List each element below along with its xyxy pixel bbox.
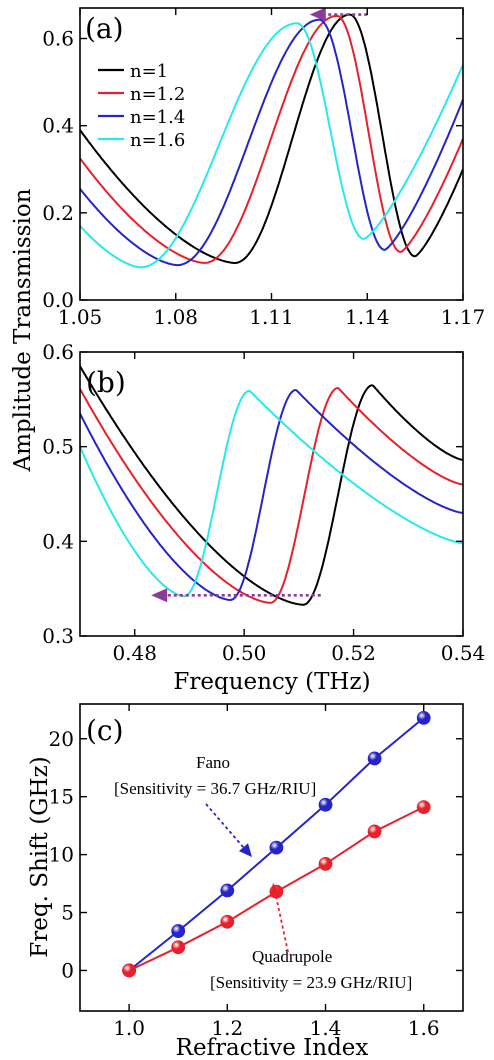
fano-data-point: [367, 751, 382, 766]
panel-c-x-tick-label: 1.4: [310, 1016, 342, 1040]
panel-a-x-tick-label: 1.05: [58, 305, 103, 329]
panel-a-arrow-head: [309, 7, 326, 22]
quadrupole-annotation-sensitivity: [Sensitivity = 23.9 GHz/RIU]: [210, 973, 412, 992]
panel-a-legend: n=1n=1.2n=1.4n=1.6: [98, 61, 185, 151]
y-axis-label-freq-shift: Freq. Shift (GHz): [27, 756, 53, 957]
fano-data-point: [269, 840, 284, 855]
panel-a: 1.05 1.08 1.11 1.14 1.17 0.0 0.2 0.4 0.6 (a) n=1…: [42, 7, 485, 329]
panel-c-x-tick-label: 1.6: [408, 1016, 440, 1040]
panel-a-frame: [79, 7, 464, 301]
quadrupole-data-point: [367, 824, 382, 839]
panel-c-y-tick-label: 20: [49, 727, 74, 751]
quadrupole-annotation-arrow-line: [273, 886, 289, 953]
panel-a-series-line: [79, 22, 464, 269]
panel-a-y-tick-label: 0.0: [42, 288, 74, 312]
panel-a-series-line: [79, 14, 464, 264]
quadrupole-data-point: [171, 940, 186, 955]
panel-c-y-tick-label: 5: [61, 901, 74, 925]
panel-b-y-tick-label: 0.6: [42, 340, 74, 364]
panel-a-ticks: 1.05 1.08 1.11 1.14 1.17 0.0 0.2 0.4 0.6: [42, 8, 485, 329]
panel-b-y-tick-label: 0.4: [42, 529, 74, 553]
panel-a-series-line: [79, 13, 464, 265]
panel-a-curves: [79, 13, 464, 269]
panel-a-x-tick-label: 1.17: [441, 305, 486, 329]
panel-c: 1.0 1.2 1.4 1.6 0 5 10 15 20 (c) Freq. Shift (GH…: [27, 703, 464, 1060]
panel-c-y-tick-label: 0: [61, 958, 74, 982]
panel-b-label: (b): [86, 366, 126, 399]
panel-c-y-tick-label: 10: [49, 843, 74, 867]
panel-a-label: (a): [85, 12, 124, 45]
panel-c-label: (c): [86, 714, 124, 747]
fano-annotation-sensitivity: [Sensitivity = 36.7 GHz/RIU]: [114, 779, 316, 798]
panel-c-x-tick-label: 1.2: [211, 1016, 243, 1040]
panel-b-shift-arrow: [151, 588, 321, 603]
panel-b-curves: [79, 365, 464, 606]
panel-a-y-tick-label: 0.4: [42, 114, 74, 138]
panel-b-series-line: [79, 389, 464, 598]
panel-c-frame: [79, 703, 464, 1012]
quadrupole-data-point: [318, 856, 333, 871]
quadrupole-data-point: [220, 914, 235, 929]
panel-b-x-tick-label: 0.52: [331, 641, 376, 665]
quadrupole-data-point: [122, 963, 137, 978]
quadrupole-data-point: [416, 800, 431, 815]
fano-data-point: [416, 711, 431, 725]
panel-a-legend-label: n=1: [130, 61, 168, 82]
x-axis-label-refractive-index: Refractive Index: [176, 1035, 369, 1060]
panel-b-frame: [79, 351, 464, 637]
x-axis-label-frequency: Frequency (THz): [173, 669, 370, 695]
panel-a-shift-arrow: [309, 7, 368, 22]
panel-b-y-tick-label: 0.5: [42, 435, 74, 459]
panel-c-series: [122, 711, 431, 978]
panel-a-legend-label: n=1.6: [130, 130, 185, 151]
panel-a-y-tick-label: 0.6: [42, 27, 74, 51]
panel-b-series-line: [79, 386, 464, 604]
fano-annotation-arrow-head: [238, 843, 252, 857]
panel-b-series-line: [79, 388, 464, 602]
panel-b-y-tick-label: 0.3: [42, 624, 74, 648]
panel-c-x-tick-label: 1.0: [113, 1016, 145, 1040]
panel-b: 0.48 0.50 0.52 0.54 0.3 0.4 0.5 0.6 (b) Frequen…: [42, 340, 485, 695]
fano-annotation-title: Fano: [196, 753, 230, 772]
panel-a-legend-label: n=1.4: [130, 107, 185, 128]
panel-a-x-tick-label: 1.14: [345, 305, 390, 329]
quadrupole-annotation-arrow-head: [269, 883, 282, 897]
panel-a-legend-label: n=1.2: [130, 84, 185, 105]
panel-a-series-line: [79, 18, 464, 267]
panel-b-x-tick-label: 0.50: [222, 641, 267, 665]
panel-b-arrow-head: [151, 588, 168, 603]
panel-b-x-tick-label: 0.48: [112, 641, 157, 665]
y-axis-label-transmission: Amplitude Transmission: [10, 188, 36, 472]
quadrupole-annotation-title: Quadrupole: [252, 947, 332, 966]
fano-data-point: [171, 924, 186, 938]
panel-c-ticks: 1.0 1.2 1.4 1.6 0 5 10 15 20: [49, 704, 463, 1040]
panel-c-y-tick-label: 15: [49, 785, 74, 809]
fano-annotation-arrow-line: [205, 803, 251, 856]
panel-a-x-tick-label: 1.08: [153, 305, 198, 329]
fano-data-point: [318, 797, 333, 812]
panel-a-x-tick-label: 1.11: [249, 305, 294, 329]
panel-a-y-tick-label: 0.2: [42, 201, 74, 225]
panel-b-ticks: 0.48 0.50 0.52 0.54 0.3 0.4 0.5 0.6: [42, 340, 485, 665]
fano-data-point: [220, 883, 235, 898]
panel-b-x-tick-label: 0.54: [441, 641, 486, 665]
